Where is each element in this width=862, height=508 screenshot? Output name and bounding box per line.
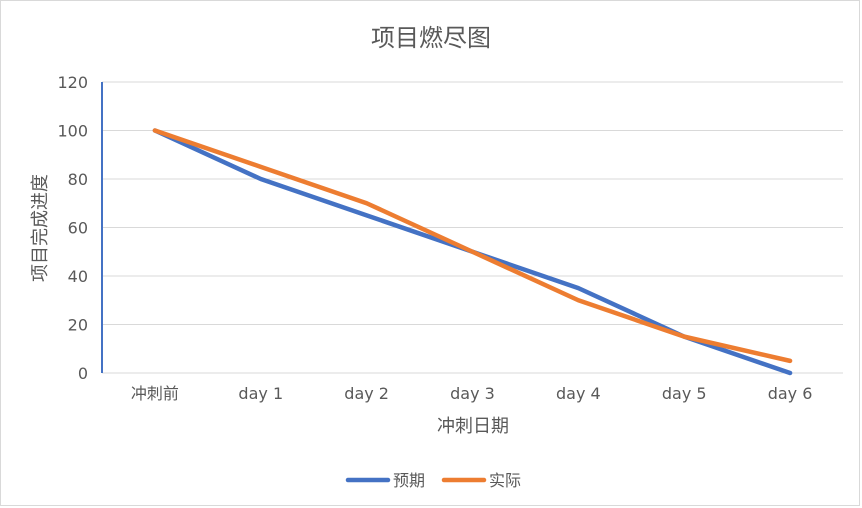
x-tick-label: day 5 [662,384,707,403]
x-tick-label: day 4 [556,384,601,403]
y-tick-label: 20 [68,316,88,335]
y-tick-label: 100 [57,122,88,141]
series-line-1 [152,128,793,364]
legend-label: 实际 [489,471,521,490]
legend-label: 预期 [393,471,425,490]
x-tick-label: day 1 [238,384,283,403]
x-axis-title: 冲刺日期 [437,416,509,437]
chart-title: 项目燃尽图 [371,24,491,52]
y-tick-label: 60 [68,219,88,238]
y-tick-label: 0 [78,364,88,383]
x-tick-label: 冲刺前 [131,384,179,403]
y-tick-label: 40 [68,267,88,286]
y-tick-label: 80 [68,170,88,189]
y-axis-title: 项目完成进度 [30,174,51,282]
x-axis-ticks: 冲刺前 day 1 day 2 day 3 day 4 day 5 day 6 [131,384,813,403]
x-tick-label: day 3 [450,384,495,403]
y-axis-ticks: 0 20 40 60 80 100 120 [57,73,88,383]
gridlines [102,81,843,374]
x-tick-label: day 6 [768,384,813,403]
y-tick-label: 120 [57,73,88,92]
legend: 预期 实际 [345,471,521,490]
x-tick-label: day 2 [344,384,389,403]
series-lines [152,128,793,376]
